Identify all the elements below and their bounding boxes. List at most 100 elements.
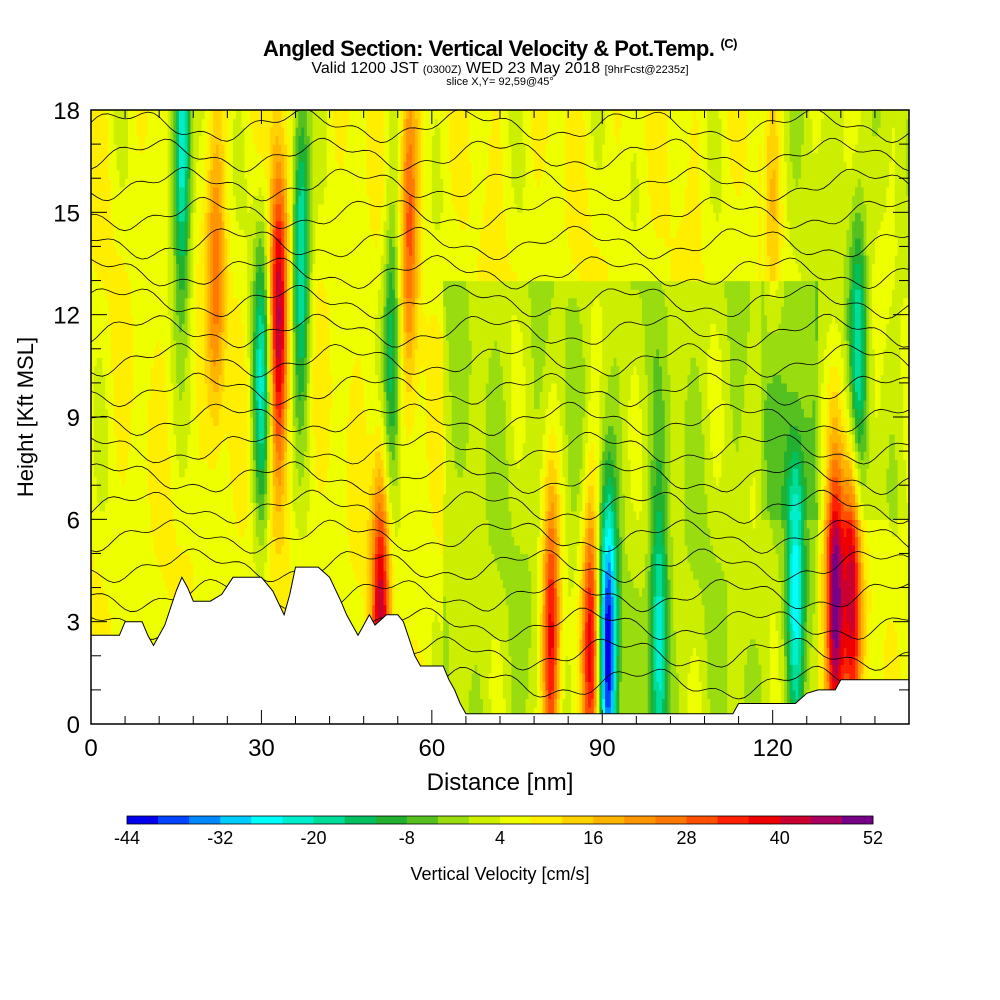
velocity-cell <box>204 502 209 512</box>
velocity-cell <box>173 237 177 248</box>
velocity-cell <box>250 519 254 529</box>
velocity-cell <box>281 417 285 427</box>
velocity-cell <box>213 254 217 265</box>
velocity-cell <box>136 587 140 597</box>
velocity-cell <box>241 169 245 179</box>
velocity-cell <box>108 212 112 222</box>
velocity-cell <box>230 442 234 452</box>
velocity-cell <box>142 186 146 196</box>
velocity-cell <box>204 178 209 188</box>
velocity-cell <box>221 391 226 401</box>
velocity-cell <box>153 391 157 401</box>
velocity-cell <box>122 502 126 512</box>
velocity-cell <box>116 485 120 495</box>
velocity-cell <box>173 280 177 290</box>
velocity-cell <box>210 587 214 597</box>
velocity-cell <box>184 280 189 290</box>
velocity-cell <box>230 553 234 563</box>
velocity-cell <box>241 254 245 265</box>
velocity-cell <box>173 348 177 358</box>
velocity-cell <box>116 442 120 452</box>
velocity-cell <box>167 169 172 179</box>
velocity-cell <box>147 510 152 520</box>
velocity-cell <box>204 212 209 222</box>
velocity-cell <box>156 237 160 248</box>
velocity-cell <box>196 254 200 265</box>
velocity-cell <box>110 212 115 222</box>
velocity-cell <box>198 468 203 478</box>
velocity-cell <box>233 417 237 427</box>
velocity-cell <box>122 297 126 307</box>
velocity-cell <box>250 220 254 230</box>
velocity-cell <box>244 399 248 410</box>
velocity-cell <box>204 272 209 282</box>
velocity-cell <box>139 357 143 367</box>
velocity-cell <box>284 476 288 486</box>
velocity-cell <box>201 365 206 375</box>
velocity-cell <box>224 152 228 162</box>
velocity-cell <box>139 229 143 239</box>
velocity-cell <box>133 297 138 307</box>
velocity-cell <box>136 237 140 248</box>
velocity-cell <box>139 391 143 401</box>
velocity-cell <box>244 195 248 205</box>
velocity-cell <box>221 468 226 478</box>
velocity-cell <box>281 246 285 256</box>
velocity-cell <box>127 186 132 196</box>
velocity-cell <box>142 331 146 341</box>
velocity-cell <box>159 212 163 222</box>
velocity-cell <box>91 417 95 427</box>
velocity-cell <box>278 476 282 486</box>
velocity-cell <box>258 246 263 256</box>
velocity-cell <box>164 579 169 589</box>
velocity-cell <box>150 314 155 324</box>
velocity-cell <box>230 144 234 154</box>
velocity-cell <box>278 391 282 401</box>
velocity-cell <box>252 272 257 282</box>
velocity-cell <box>187 110 192 120</box>
velocity-cell <box>159 570 163 580</box>
velocity-cell <box>144 135 149 145</box>
velocity-cell <box>139 314 143 324</box>
velocity-cell <box>241 561 245 572</box>
velocity-cell <box>181 229 186 239</box>
velocity-cell <box>156 604 160 614</box>
velocity-cell <box>125 195 129 205</box>
velocity-cell <box>142 323 146 333</box>
velocity-cell <box>156 135 160 145</box>
velocity-cell <box>227 331 231 341</box>
velocity-cell <box>130 587 135 597</box>
velocity-cell <box>190 254 194 265</box>
velocity-cell <box>221 212 226 222</box>
velocity-cell <box>281 502 285 512</box>
velocity-cell <box>167 127 172 137</box>
velocity-cell <box>272 579 277 589</box>
velocity-cell <box>196 502 200 512</box>
velocity-cell <box>224 442 228 452</box>
velocity-cell <box>184 127 189 137</box>
velocity-cell <box>230 340 234 350</box>
velocity-cell <box>91 519 95 529</box>
velocity-cell <box>193 417 197 427</box>
velocity-cell <box>105 212 109 222</box>
velocity-cell <box>272 195 277 205</box>
velocity-cell <box>162 237 166 248</box>
velocity-cell <box>201 493 206 503</box>
velocity-cell <box>181 195 186 205</box>
velocity-cell <box>213 357 217 367</box>
velocity-cell <box>269 527 274 537</box>
velocity-cell <box>267 510 271 520</box>
velocity-cell <box>255 272 260 282</box>
velocity-cell <box>93 178 98 188</box>
velocity-cell <box>272 399 277 410</box>
velocity-cell <box>116 212 120 222</box>
velocity-cell <box>261 110 265 120</box>
velocity-cell <box>210 417 214 427</box>
velocity-cell <box>190 561 194 572</box>
velocity-cell <box>130 579 135 589</box>
velocity-cell <box>130 510 135 520</box>
velocity-cell <box>201 306 206 316</box>
velocity-cell <box>227 314 231 324</box>
velocity-cell <box>213 485 217 495</box>
velocity-cell <box>99 178 103 188</box>
